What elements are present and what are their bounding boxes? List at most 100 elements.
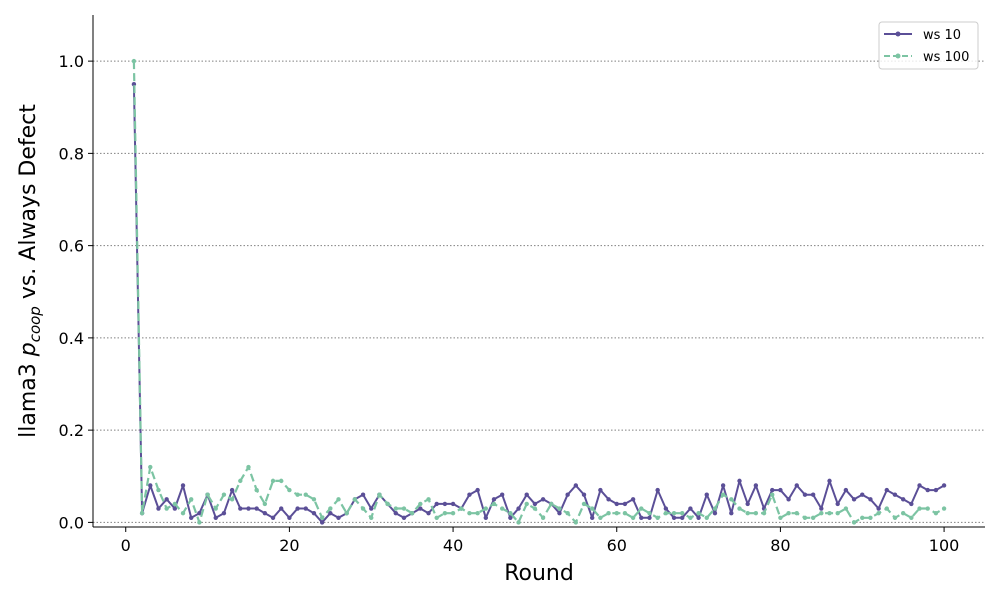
data-point (393, 506, 398, 511)
data-point (851, 520, 857, 525)
data-point (508, 515, 513, 520)
data-point (565, 510, 570, 516)
data-point (835, 501, 840, 507)
data-point (426, 497, 431, 502)
data-point (851, 497, 857, 502)
data-point (630, 515, 636, 520)
data-point (573, 520, 579, 525)
data-point (189, 515, 194, 520)
data-point (499, 492, 505, 497)
data-point (663, 510, 669, 516)
data-point (409, 510, 415, 516)
data-point (221, 492, 227, 497)
data-point (442, 501, 448, 507)
data-point (262, 510, 268, 516)
data-point (753, 483, 759, 488)
data-point (483, 506, 489, 511)
data-point (778, 487, 783, 493)
x-tick-label: 60 (607, 536, 627, 555)
data-point (647, 510, 652, 516)
data-point (622, 501, 628, 507)
y-axis-label-subscript: coop (26, 306, 44, 342)
data-point (131, 58, 137, 64)
data-point (508, 510, 513, 516)
data-point (516, 520, 521, 525)
y-axis-label-italic: p (16, 342, 41, 357)
data-point (549, 501, 554, 507)
data-point (794, 510, 799, 516)
data-point (933, 487, 939, 493)
data-point (303, 506, 308, 511)
data-point (213, 515, 218, 520)
data-point (377, 492, 382, 497)
x-tick-label: 40 (443, 536, 463, 555)
data-point (418, 501, 423, 507)
legend-label: ws 10 (923, 28, 961, 43)
data-point (475, 487, 480, 493)
data-point (900, 510, 906, 516)
data-point (786, 510, 791, 516)
data-point (491, 497, 497, 502)
data-point (434, 501, 439, 507)
data-point (164, 506, 169, 511)
data-point (229, 487, 235, 493)
data-point (540, 515, 546, 520)
x-axis-label: Round (504, 561, 574, 586)
y-tick-label: 0.8 (59, 144, 84, 163)
data-point (933, 510, 939, 516)
data-point (900, 497, 906, 502)
data-point (925, 487, 930, 493)
data-point (360, 506, 366, 511)
data-point (328, 510, 333, 516)
data-point (499, 506, 505, 511)
data-point (884, 487, 889, 493)
data-point (319, 515, 325, 520)
data-point (827, 478, 832, 484)
data-point (688, 506, 693, 511)
data-point (794, 483, 799, 488)
data-point (819, 510, 824, 516)
data-point (810, 492, 816, 497)
data-point (712, 506, 718, 511)
data-point (311, 497, 317, 502)
data-point (589, 515, 595, 520)
data-point (180, 483, 186, 488)
data-point (418, 506, 423, 511)
y-tick-label: 0.6 (59, 237, 84, 256)
data-point (606, 510, 611, 516)
data-point (589, 506, 595, 511)
data-point (729, 497, 734, 502)
data-point (352, 497, 358, 502)
data-point (941, 483, 947, 488)
data-point (369, 515, 374, 520)
y-axis-label-prefix: llama3 (16, 356, 41, 438)
data-point (598, 487, 603, 493)
data-point (164, 497, 169, 502)
data-point (426, 510, 431, 516)
data-point (917, 506, 922, 511)
y-tick-label: 0.2 (59, 421, 84, 440)
data-point (262, 501, 268, 507)
grid-lines (93, 60, 985, 523)
data-point (671, 515, 677, 520)
data-point (401, 515, 407, 520)
data-point (254, 506, 259, 511)
data-point (737, 478, 742, 484)
data-point (295, 506, 300, 511)
x-tick-label: 100 (929, 536, 960, 555)
y-tick-label: 1.0 (59, 52, 84, 71)
data-point (467, 510, 472, 516)
data-point (860, 515, 865, 520)
data-point (532, 506, 538, 511)
data-point (254, 487, 259, 493)
legend-label: ws 100 (923, 50, 969, 65)
data-point (172, 501, 178, 507)
data-point (573, 483, 579, 488)
data-point (909, 501, 914, 507)
data-point (279, 478, 284, 484)
data-point (197, 520, 202, 525)
data-point (761, 510, 767, 516)
data-point (720, 483, 726, 488)
data-point (647, 515, 652, 520)
data-point (238, 506, 243, 511)
